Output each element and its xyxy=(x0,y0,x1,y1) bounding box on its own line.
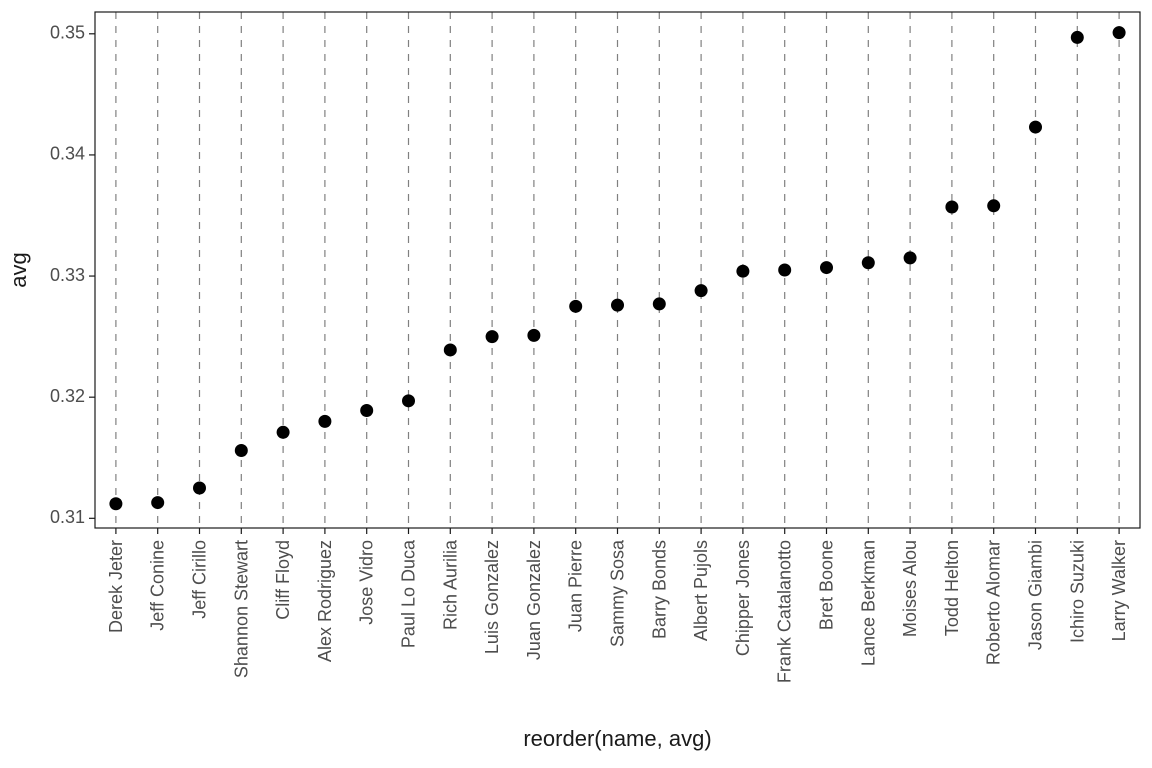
data-point xyxy=(486,330,499,343)
data-point xyxy=(611,299,624,312)
x-tick-label: Frank Catalanotto xyxy=(775,540,795,683)
y-axis-title: avg xyxy=(6,252,31,287)
x-tick-label: Chipper Jones xyxy=(733,540,753,656)
data-point xyxy=(235,444,248,457)
x-tick-label: Sammy Sosa xyxy=(608,539,628,647)
data-point xyxy=(987,199,1000,212)
x-tick-label: Jason Giambi xyxy=(1026,540,1046,650)
x-tick-label: Derek Jeter xyxy=(106,540,126,633)
x-tick-label: Barry Bonds xyxy=(649,540,669,639)
x-tick-label: Moises Alou xyxy=(900,540,920,637)
x-tick-label: Juan Pierre xyxy=(566,540,586,632)
data-point xyxy=(277,426,290,439)
data-point xyxy=(1029,121,1042,134)
data-point xyxy=(1071,31,1084,44)
data-point xyxy=(945,201,958,214)
x-tick-label: Luis Gonzalez xyxy=(482,540,502,654)
x-tick-label: Todd Helton xyxy=(942,540,962,636)
x-tick-label: Alex Rodriguez xyxy=(315,540,335,662)
data-point xyxy=(360,404,373,417)
x-tick-label: Albert Pujols xyxy=(691,540,711,641)
x-tick-label: Jose Vidro xyxy=(357,540,377,625)
data-point xyxy=(695,284,708,297)
x-tick-label: Jeff Conine xyxy=(148,540,168,631)
x-tick-label: Larry Walker xyxy=(1109,540,1129,641)
y-tick-label: 0.32 xyxy=(50,386,85,406)
data-point xyxy=(318,415,331,428)
data-point xyxy=(527,329,540,342)
data-point xyxy=(778,264,791,277)
data-point xyxy=(1113,26,1126,39)
x-tick-label: Rich Aurilia xyxy=(440,539,460,630)
data-point xyxy=(736,265,749,278)
x-tick-label: Roberto Alomar xyxy=(984,540,1004,665)
x-tick-label: Ichiro Suzuki xyxy=(1067,540,1087,643)
y-tick-label: 0.34 xyxy=(50,144,85,164)
data-point xyxy=(820,261,833,274)
data-point xyxy=(569,300,582,313)
avg-dot-chart: 0.31 0.32 0.33 0.34 0.35 Derek Jeter Jeff Coni… xyxy=(0,0,1152,768)
data-point xyxy=(862,256,875,269)
y-tick-label: 0.33 xyxy=(50,265,85,285)
y-tick-label: 0.31 xyxy=(50,507,85,527)
x-tick-label: Bret Boone xyxy=(817,540,837,630)
x-tick-label: Shannon Stewart xyxy=(231,540,251,678)
x-tick-label: Lance Berkman xyxy=(858,540,878,666)
x-axis-title: reorder(name, avg) xyxy=(523,726,711,751)
x-tick-label: Cliff Floyd xyxy=(273,540,293,620)
data-point xyxy=(904,251,917,264)
x-tick-label: Jeff Cirillo xyxy=(190,540,210,619)
data-point xyxy=(653,297,666,310)
data-point xyxy=(193,482,206,495)
data-point xyxy=(151,496,164,509)
y-tick-label: 0.35 xyxy=(50,23,85,43)
data-point xyxy=(444,343,457,356)
data-point xyxy=(109,497,122,510)
x-tick-label: Juan Gonzalez xyxy=(524,540,544,660)
data-point xyxy=(402,394,415,407)
x-tick-label: Paul Lo Duca xyxy=(399,539,419,648)
